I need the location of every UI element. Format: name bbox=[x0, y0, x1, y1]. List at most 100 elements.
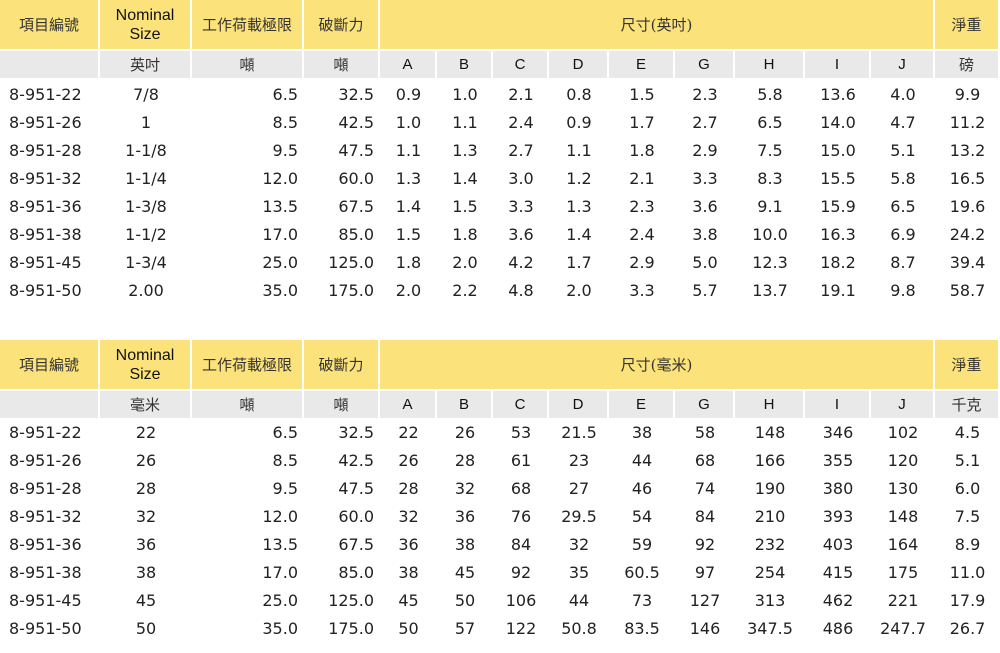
header-nominal-line2: Size bbox=[129, 365, 161, 383]
value-cell: 68 bbox=[694, 450, 716, 470]
value-cell: 1-1/8 bbox=[125, 140, 167, 160]
value-cell: 4.5 bbox=[954, 422, 981, 442]
value-cell: 2.0 bbox=[566, 280, 592, 300]
value-cell: 1.5 bbox=[395, 224, 422, 244]
value-cell: 1.4 bbox=[452, 168, 478, 188]
unit-cell: 英吋 bbox=[100, 49, 192, 78]
value-cell: 9.5 bbox=[272, 140, 298, 160]
value-cell: 1.0 bbox=[452, 84, 478, 104]
value-cell: 130 bbox=[887, 478, 919, 498]
table-row: 8-951-32 1-1/4 12.0 60.0 1.3 1.4 3.0 1.2 2.1 3.3 8… bbox=[0, 164, 1000, 192]
value-cell: 5.8 bbox=[890, 168, 916, 188]
value-cell: 1.8 bbox=[395, 252, 422, 272]
value-cell: 3.3 bbox=[692, 168, 718, 188]
value-cell: 29.5 bbox=[561, 506, 597, 526]
item-code-cell: 8-951-28 bbox=[9, 478, 82, 498]
table-row: 8-951-38 38 17.0 85.0 38 45 92 35 60.5 97 254 415 17… bbox=[0, 558, 1000, 586]
value-cell: 13.5 bbox=[262, 196, 298, 216]
value-cell: 175 bbox=[887, 562, 919, 582]
value-cell: 50 bbox=[135, 618, 157, 638]
value-cell: 1.0 bbox=[395, 112, 422, 132]
value-cell: 4.8 bbox=[508, 280, 534, 300]
value-cell: 12.0 bbox=[262, 168, 298, 188]
unit-cell: I bbox=[805, 49, 871, 78]
table-row: 8-951-38 1-1/2 17.0 85.0 1.5 1.8 3.6 1.4 2.4 3.8 1… bbox=[0, 220, 1000, 248]
value-cell: 1 bbox=[140, 112, 152, 132]
value-cell: 17.9 bbox=[949, 590, 986, 610]
value-cell: 22 bbox=[398, 422, 419, 442]
value-cell: 38 bbox=[454, 534, 476, 554]
item-code-cell: 8-951-38 bbox=[9, 224, 82, 244]
value-cell: 32.5 bbox=[338, 422, 374, 442]
value-cell: 1.7 bbox=[566, 252, 592, 272]
value-cell: 1.3 bbox=[452, 140, 478, 160]
value-cell: 68 bbox=[510, 478, 532, 498]
value-cell: 58.7 bbox=[949, 280, 986, 300]
item-code-cell: 8-951-32 bbox=[9, 506, 82, 526]
table-row: 8-951-28 1-1/8 9.5 47.5 1.1 1.3 2.7 1.1 1.8 2.9 7.… bbox=[0, 136, 1000, 164]
value-cell: 3.3 bbox=[629, 280, 655, 300]
value-cell: 28 bbox=[135, 478, 157, 498]
value-cell: 35.0 bbox=[262, 280, 298, 300]
value-cell: 146 bbox=[689, 618, 721, 638]
value-cell: 38 bbox=[135, 562, 157, 582]
value-cell: 0.9 bbox=[395, 84, 422, 104]
value-cell: 190 bbox=[754, 478, 786, 498]
header-working-load: 工作荷載極限 bbox=[192, 0, 304, 49]
value-cell: 18.2 bbox=[820, 252, 856, 272]
header-dimensions: 尺寸(毫米) bbox=[380, 340, 936, 389]
value-cell: 11.0 bbox=[949, 562, 986, 582]
header-dimensions: 尺寸(英吋) bbox=[380, 0, 936, 49]
value-cell: 2.0 bbox=[452, 252, 478, 272]
header-nominal-line2: Size bbox=[129, 25, 161, 43]
table-row: 8-951-26 1 8.5 42.5 1.0 1.1 2.4 0.9 1.7 2.7 6.5 14.… bbox=[0, 108, 1000, 136]
value-cell: 3.8 bbox=[692, 224, 718, 244]
table-row: 8-951-26 26 8.5 42.5 26 28 61 23 44 68 166 355 120 5.… bbox=[0, 446, 1000, 474]
value-cell: 462 bbox=[822, 590, 854, 610]
value-cell: 12.0 bbox=[262, 506, 298, 526]
value-cell: 232 bbox=[754, 534, 786, 554]
item-code-cell: 8-951-26 bbox=[9, 450, 82, 470]
value-cell: 85.0 bbox=[338, 562, 374, 582]
value-cell: 60.5 bbox=[624, 562, 660, 582]
value-cell: 42.5 bbox=[338, 112, 374, 132]
value-cell: 2.00 bbox=[128, 280, 164, 300]
value-cell: 45 bbox=[135, 590, 157, 610]
value-cell: 38 bbox=[631, 422, 653, 442]
value-cell: 13.2 bbox=[949, 140, 986, 160]
value-cell: 2.1 bbox=[629, 168, 655, 188]
value-cell: 32 bbox=[568, 534, 590, 554]
unit-cell: B bbox=[437, 49, 493, 78]
value-cell: 45 bbox=[398, 590, 419, 610]
value-cell: 1.8 bbox=[452, 224, 478, 244]
value-cell: 35 bbox=[568, 562, 590, 582]
value-cell: 3.6 bbox=[692, 196, 718, 216]
value-cell: 59 bbox=[631, 534, 653, 554]
value-cell: 12.3 bbox=[752, 252, 788, 272]
value-cell: 27 bbox=[568, 478, 590, 498]
value-cell: 102 bbox=[887, 422, 919, 442]
value-cell: 42.5 bbox=[338, 450, 374, 470]
unit-cell: 噸 bbox=[192, 49, 304, 78]
value-cell: 247.7 bbox=[880, 618, 926, 638]
unit-cell: H bbox=[735, 389, 805, 418]
value-cell: 50 bbox=[398, 618, 419, 638]
value-cell: 36 bbox=[398, 534, 419, 554]
value-cell: 1.1 bbox=[452, 112, 478, 132]
value-cell: 106 bbox=[505, 590, 537, 610]
unit-cell: A bbox=[380, 49, 437, 78]
value-cell: 2.4 bbox=[629, 224, 655, 244]
value-cell: 5.0 bbox=[692, 252, 718, 272]
value-cell: 6.9 bbox=[890, 224, 916, 244]
unit-cell: J bbox=[871, 49, 936, 78]
unit-cell: D bbox=[549, 49, 609, 78]
value-cell: 13.6 bbox=[820, 84, 856, 104]
value-cell: 16.5 bbox=[949, 168, 986, 188]
value-cell: 1-1/2 bbox=[125, 224, 167, 244]
value-cell: 9.8 bbox=[890, 280, 916, 300]
value-cell: 2.9 bbox=[692, 140, 718, 160]
value-cell: 3.3 bbox=[508, 196, 534, 216]
value-cell: 7/8 bbox=[133, 84, 159, 104]
item-code-cell: 8-951-28 bbox=[9, 140, 82, 160]
item-code-cell: 8-951-26 bbox=[9, 112, 82, 132]
